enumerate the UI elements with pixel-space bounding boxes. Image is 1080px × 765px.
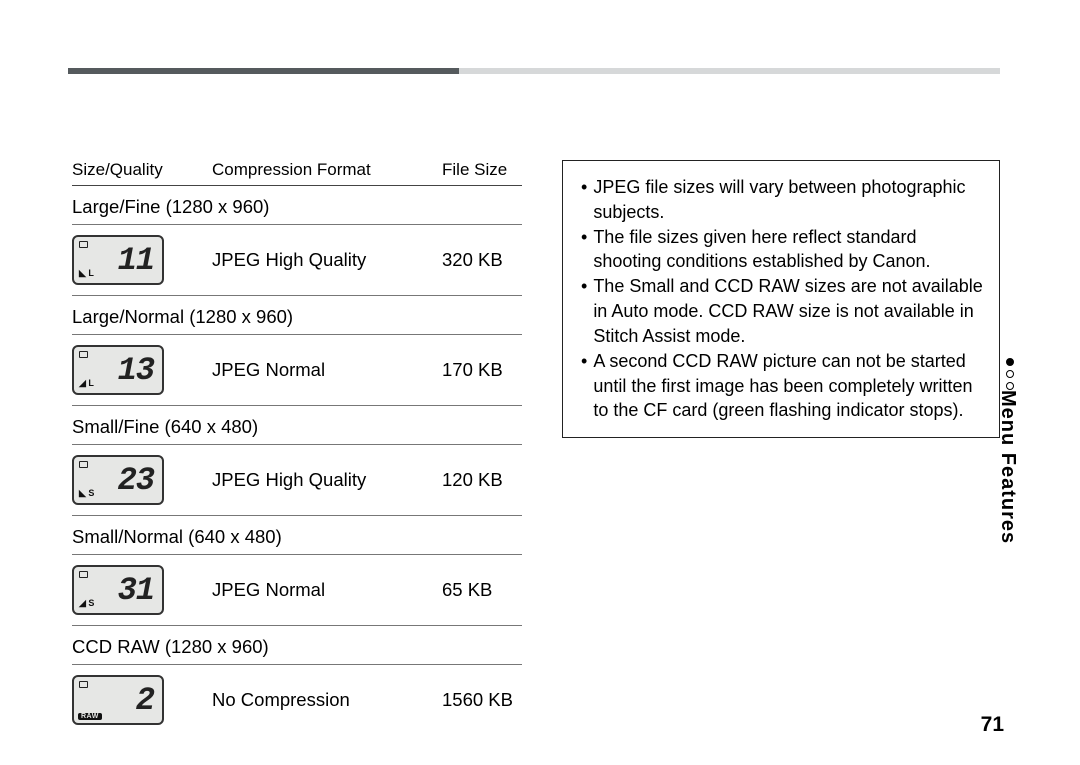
compression-value: JPEG Normal [212, 359, 442, 381]
mode-indicator-raw: RAW [78, 713, 102, 720]
lcd-count: 13 [118, 352, 154, 389]
table-row: ◢ S 31 JPEG Normal65 KB [72, 555, 522, 626]
note-text: A second CCD RAW picture can not be star… [593, 349, 983, 423]
table-row: ◣ S 23 JPEG High Quality120 KB [72, 445, 522, 516]
lcd-display: ◢ S 31 [72, 565, 164, 615]
note-bullet: •The file sizes given here reflect stand… [581, 225, 983, 275]
table-row: RAW 2 No Compression1560 KB [72, 665, 522, 735]
mode-indicator: ◢ L [79, 378, 94, 389]
note-text: The Small and CCD RAW sizes are not avai… [593, 274, 983, 348]
lcd-count: 11 [118, 242, 154, 279]
card-icon [79, 681, 88, 688]
page-content: Size/Quality Compression Format File Siz… [72, 160, 1002, 735]
section-tab-label: Menu Features [996, 390, 1019, 544]
table-row: ◢ L 13 JPEG Normal170 KB [72, 335, 522, 406]
card-icon [79, 241, 88, 248]
bullet-dot: • [581, 175, 587, 225]
file-size-value: 120 KB [442, 469, 522, 491]
card-icon [79, 351, 88, 358]
header-compression: Compression Format [212, 160, 442, 180]
table-group-label: CCD RAW (1280 x 960) [72, 626, 522, 665]
page-number: 71 [981, 713, 1004, 737]
mode-indicator: ◣ S [79, 488, 94, 499]
lcd-display: RAW 2 [72, 675, 164, 725]
file-size-value: 1560 KB [442, 689, 522, 711]
note-text: The file sizes given here reflect standa… [593, 225, 983, 275]
header-size-quality: Size/Quality [72, 160, 212, 180]
mode-indicator: ◢ S [79, 598, 94, 609]
table-group-label: Small/Normal (640 x 480) [72, 516, 522, 555]
file-size-value: 320 KB [442, 249, 522, 271]
lcd-display: ◢ L 13 [72, 345, 164, 395]
notes-box: •JPEG file sizes will vary between photo… [562, 160, 1000, 438]
header-bar-dark [68, 68, 459, 74]
lcd-display: ◣ S 23 [72, 455, 164, 505]
bullet-dot: • [581, 274, 587, 348]
compression-value: JPEG Normal [212, 579, 442, 601]
note-bullet: •The Small and CCD RAW sizes are not ava… [581, 274, 983, 348]
table-row: ◣ L 11 JPEG High Quality320 KB [72, 225, 522, 296]
table-group-label: Large/Fine (1280 x 960) [72, 186, 522, 225]
file-size-value: 170 KB [442, 359, 522, 381]
mode-indicator: ◣ L [79, 268, 94, 279]
dot-3 [1006, 382, 1014, 390]
compression-value: JPEG High Quality [212, 469, 442, 491]
header-file-size: File Size [442, 160, 522, 180]
note-bullet: •JPEG file sizes will vary between photo… [581, 175, 983, 225]
note-text: JPEG file sizes will vary between photog… [593, 175, 983, 225]
file-size-value: 65 KB [442, 579, 522, 601]
lcd-count: 23 [118, 462, 154, 499]
card-icon [79, 461, 88, 468]
header-bar [68, 68, 1000, 74]
compression-value: No Compression [212, 689, 442, 711]
bullet-dot: • [581, 225, 587, 275]
dot-1 [1006, 358, 1014, 366]
size-quality-table: Size/Quality Compression Format File Siz… [72, 160, 522, 735]
card-icon [79, 571, 88, 578]
table-header: Size/Quality Compression Format File Siz… [72, 160, 522, 186]
dot-2 [1006, 370, 1014, 378]
lcd-count: 31 [118, 572, 154, 609]
table-group-label: Large/Normal (1280 x 960) [72, 296, 522, 335]
lcd-count: 2 [136, 682, 154, 719]
header-bar-light [459, 68, 1000, 74]
bullet-dot: • [581, 349, 587, 423]
section-indicator-dots [1006, 358, 1014, 390]
table-group-label: Small/Fine (640 x 480) [72, 406, 522, 445]
note-bullet: •A second CCD RAW picture can not be sta… [581, 349, 983, 423]
compression-value: JPEG High Quality [212, 249, 442, 271]
lcd-display: ◣ L 11 [72, 235, 164, 285]
